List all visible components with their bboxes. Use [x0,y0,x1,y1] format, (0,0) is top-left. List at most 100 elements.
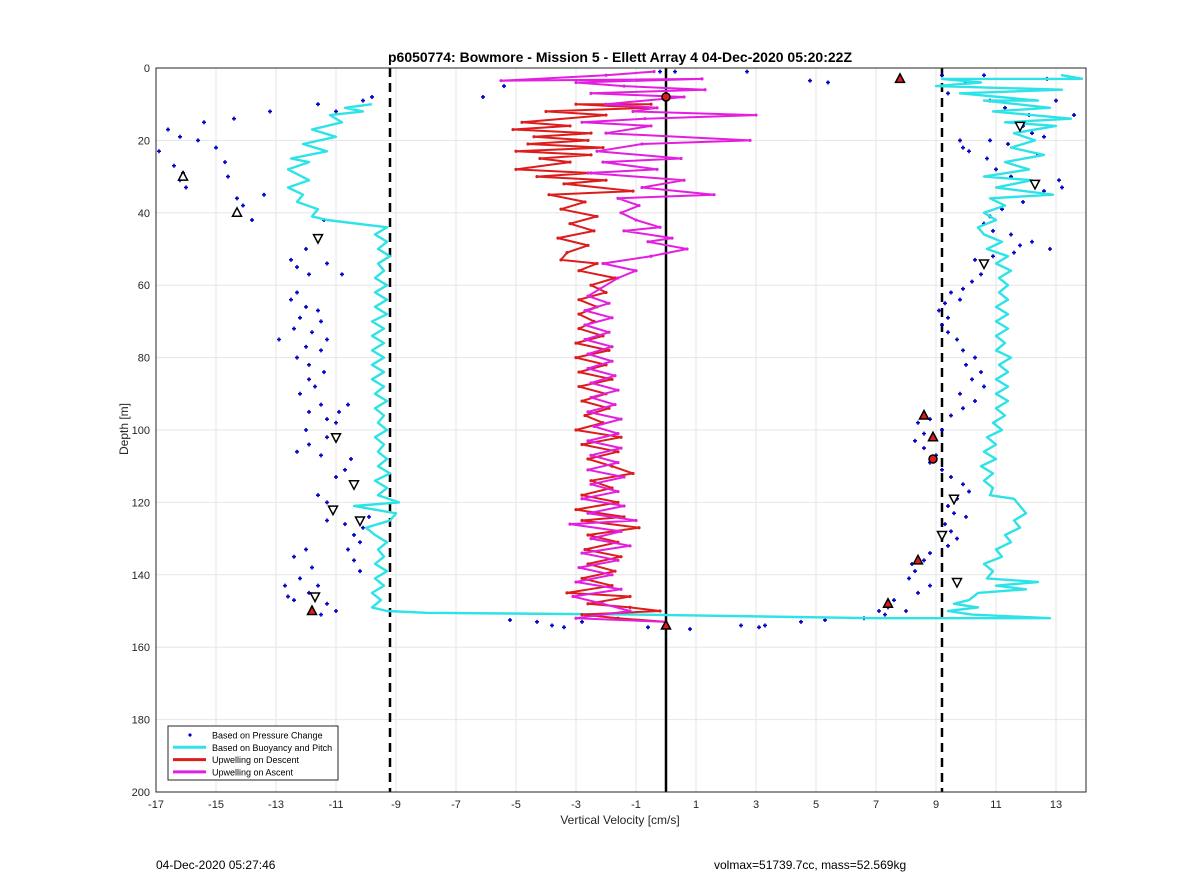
series-vertex [748,138,752,142]
pressure-point [325,261,329,266]
pressure-point [352,558,356,563]
series-vertex [589,153,593,157]
series-vertex [616,558,620,562]
pressure-point [937,308,941,313]
pressure-point [946,330,950,335]
pressure-point [967,149,971,154]
marker-triangle-down [309,592,321,604]
marker-triangle-down [1029,179,1041,191]
series-vertex [712,193,716,197]
pressure-point [928,583,932,588]
pressure-point [232,116,236,121]
pressure-point [883,612,887,617]
series-vertex [595,149,599,153]
series-vertex [580,442,584,447]
series-vertex [574,102,578,106]
series-vertex [586,562,590,566]
series-vertex [565,251,569,255]
series-3 [499,70,758,624]
pressure-point [946,91,950,96]
pressure-point [325,417,329,422]
series-vertex [499,79,503,83]
x-tick-label: -17 [148,799,164,811]
pressure-point [979,370,983,375]
pressure-point [922,558,926,563]
y-tick-label: 60 [138,280,150,292]
y-tick-label: 180 [132,715,150,727]
series-vertex [622,504,626,508]
series-vertex [601,261,605,266]
pressure-point [940,467,944,472]
pressure-point [325,518,329,523]
series-vertex [619,446,623,450]
legend: Based on Pressure Change Based on Buoyanc… [167,725,339,781]
series-vertex [634,518,638,523]
legend-label: Upwelling on Descent [212,755,300,765]
series-vertex [628,544,632,548]
series-vertex [619,417,623,421]
pressure-point [658,69,662,74]
series-vertex [568,160,572,164]
pressure-point [508,618,512,623]
pressure-point [334,420,338,425]
x-tick-label: -13 [268,799,284,811]
series-vertex [616,489,620,494]
x-tick-label: -15 [208,799,224,811]
pressure-point [268,109,272,114]
series-vertex [700,77,704,81]
series-vertex [604,178,608,182]
series-vertex [616,432,620,436]
series-vertex [586,602,590,606]
series-vertex [610,359,614,363]
pressure-point [343,522,347,527]
series-vertex [619,555,623,559]
pressure-point [952,511,956,516]
series-line-1 [286,74,1084,620]
pressure-point [292,554,296,559]
pressure-point [319,453,323,458]
pressure-point [202,120,206,125]
series-vertex [577,565,581,570]
series-vertex [559,207,563,211]
series-vertex [613,569,617,573]
pressure-point [340,272,344,277]
pressure-point [289,297,293,302]
series-vertex [562,182,566,186]
series-vertex [634,269,638,273]
series-vertex [574,341,578,345]
series-vertex [586,457,590,461]
series-vertex [580,497,584,501]
pressure-point [949,413,953,418]
legend-label: Upwelling on Ascent [212,767,294,777]
pressure-point [502,84,506,89]
marker-triangle-up [306,604,318,616]
series-vertex [622,84,626,88]
pressure-point [298,391,302,396]
pressure-point [808,78,812,83]
pressure-point [961,145,965,150]
series-vertex [613,403,617,407]
marker-triangle-down [948,494,960,506]
pressure-point [970,377,974,382]
y-tick-label: 120 [132,497,150,509]
pressure-point [304,304,308,309]
series-vertex [616,460,620,465]
series-vertex [607,330,611,334]
series-vertex [634,218,638,222]
series-vertex [631,109,635,114]
y-tick-labels: 0 20 40 60 80 100 120 140 160 180 200 [132,63,150,799]
pressure-point [958,138,962,143]
series-vertex [589,482,593,486]
pressure-point [1030,239,1034,244]
series-vertex [574,80,578,85]
series-vertex [565,591,569,595]
pressure-point [955,337,959,342]
x-tick-label: -5 [511,799,521,811]
marker-triangle-up [894,72,906,84]
pressure-point [916,590,920,595]
series-vertex [628,605,632,609]
x-tick-label: 3 [753,799,759,811]
marker-triangle-down [348,480,360,491]
series-vertex [589,91,593,95]
marker-triangle-up [882,597,894,609]
